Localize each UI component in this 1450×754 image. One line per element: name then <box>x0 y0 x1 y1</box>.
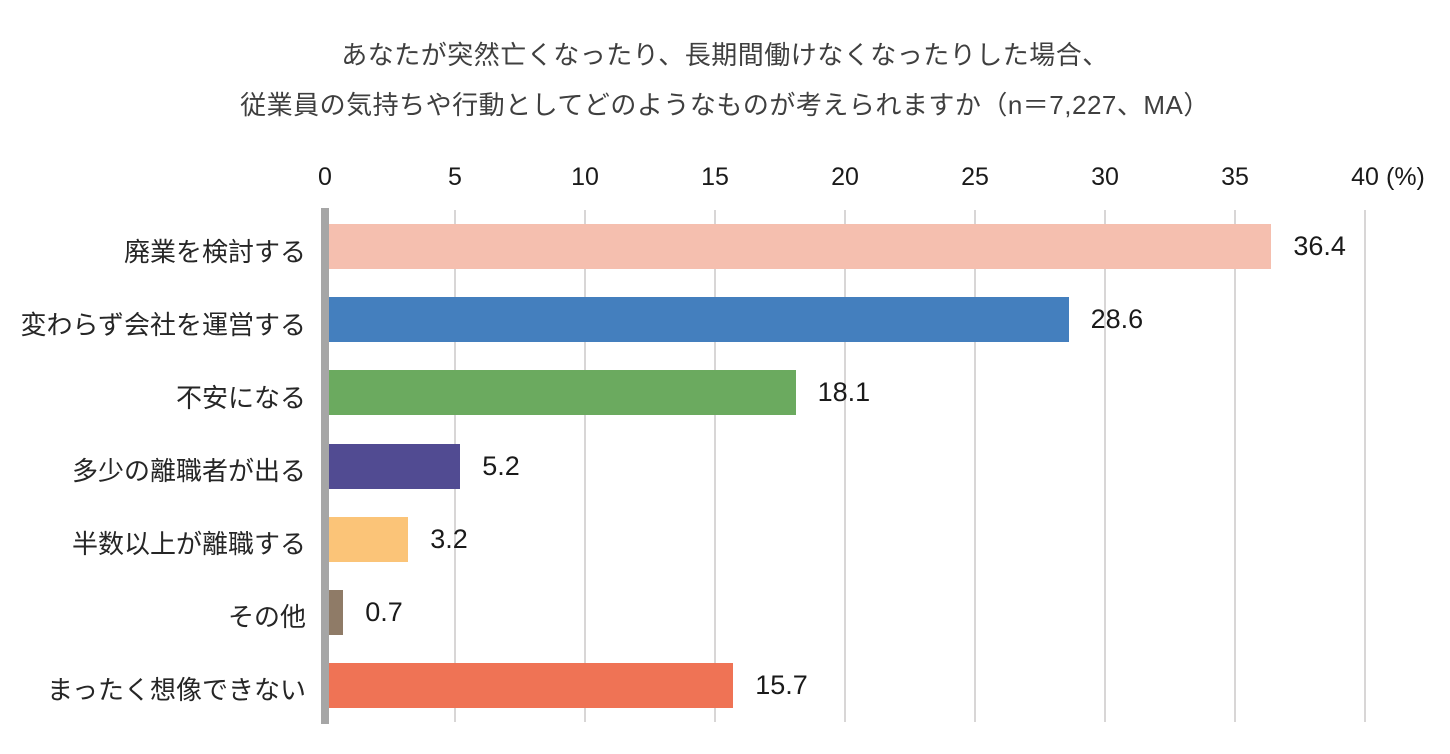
x-axis-unit-label: (%) <box>1386 163 1425 191</box>
value-label: 15.7 <box>755 669 808 700</box>
category-label: 多少の離職者が出る <box>71 456 306 486</box>
category-label: その他 <box>227 602 306 633</box>
x-tick-label-20: 20 <box>831 163 859 191</box>
category-label: まったく想像できない <box>47 675 306 706</box>
value-label: 0.7 <box>365 596 403 627</box>
gridline-20 <box>844 210 846 722</box>
x-tick-label-10: 10 <box>571 163 599 191</box>
bar <box>329 516 409 562</box>
bar <box>329 224 1272 270</box>
value-label: 36.4 <box>1293 231 1346 262</box>
x-tick-label-5: 5 <box>448 163 462 191</box>
chart-title: あなたが突然亡くなったり、長期間働けなくなったりした場合、 従業員の気持ちや行動… <box>0 30 1450 130</box>
bar <box>329 589 344 635</box>
gridline-25 <box>974 210 976 722</box>
x-tick-label-0: 0 <box>318 163 332 191</box>
y-axis-line <box>321 208 329 724</box>
value-label: 5.2 <box>482 450 520 481</box>
category-label: 不安になる <box>175 382 306 413</box>
value-label: 18.1 <box>817 377 871 408</box>
gridline-35 <box>1234 210 1236 722</box>
value-label: 3.2 <box>430 523 468 554</box>
category-label: 半数以上が離職する <box>71 529 306 560</box>
bar <box>329 297 1069 343</box>
value-label: 28.6 <box>1090 304 1144 335</box>
x-tick-label-15: 15 <box>701 163 729 191</box>
category-label: 廃業を検討する <box>123 236 306 267</box>
bar <box>329 443 461 489</box>
gridline-15 <box>714 210 716 722</box>
x-tick-label-35: 35 <box>1221 163 1249 191</box>
gridline-40 <box>1364 210 1366 722</box>
gridline-30 <box>1104 210 1106 722</box>
bar <box>329 662 734 708</box>
category-label: 変わらず会社を運営する <box>20 309 306 340</box>
x-tick-label-30: 30 <box>1091 163 1119 191</box>
bar <box>329 370 796 416</box>
gridline-10 <box>584 210 586 722</box>
chart-title-line1: あなたが突然亡くなったり、長期間働けなくなったりした場合、 <box>341 40 1109 70</box>
x-tick-label-40: 40 <box>1351 163 1379 191</box>
x-tick-label-25: 25 <box>961 163 989 191</box>
chart-title-line2: 従業員の気持ちや行動としてどのようなものが考えられますか（n＝7,227、MA） <box>240 90 1210 120</box>
